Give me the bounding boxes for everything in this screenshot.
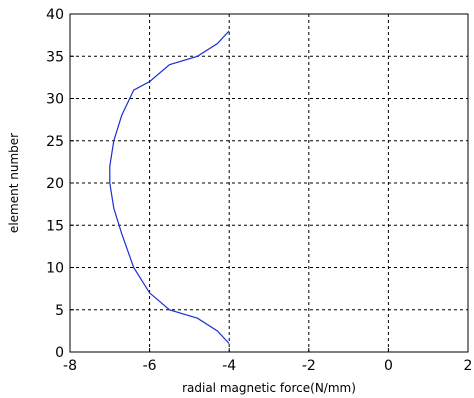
y-tick-label: 25 bbox=[46, 134, 64, 150]
x-tick-label: -4 bbox=[222, 358, 236, 374]
y-tick-label: 20 bbox=[46, 176, 64, 192]
y-tick-label: 5 bbox=[55, 303, 64, 319]
y-axis-label: element number bbox=[7, 133, 21, 233]
y-tick-label: 30 bbox=[46, 92, 64, 108]
x-tick-label: -6 bbox=[143, 358, 157, 374]
x-axis-label: radial magnetic force(N/mm) bbox=[182, 381, 356, 395]
y-tick-label: 15 bbox=[46, 218, 64, 234]
y-tick-label: 40 bbox=[46, 7, 64, 23]
x-tick-label: 2 bbox=[464, 358, 473, 374]
y-tick-label: 0 bbox=[55, 345, 64, 361]
grid bbox=[70, 14, 468, 352]
y-tick-label: 10 bbox=[46, 261, 64, 277]
y-tick-label: 35 bbox=[46, 49, 64, 65]
x-tick-label: -8 bbox=[63, 358, 77, 374]
x-tick-label: -2 bbox=[302, 358, 316, 374]
series bbox=[109, 30, 230, 345]
series-line bbox=[109, 30, 230, 345]
x-tick-label: 0 bbox=[384, 358, 393, 374]
